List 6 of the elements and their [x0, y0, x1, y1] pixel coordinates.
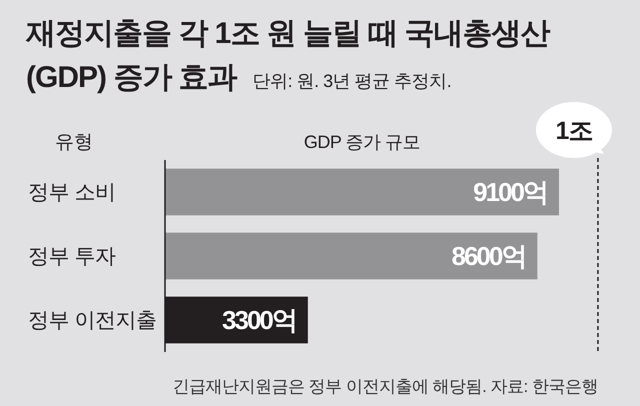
title: (GDP) 증가 효과: [26, 61, 237, 94]
ylabel: 유형: [55, 132, 93, 153]
annotation: 긴급재난지원금은 정부 이전지출에 해당됨. 자료: 한국은행: [172, 377, 598, 396]
xlabel: GDP 증가 규모: [304, 132, 420, 152]
title: 재정지출을 각 1조 원 늘릴 때 국내총생산: [26, 17, 550, 50]
subtitle: 단위: 원. 3년 평균 추정치.: [252, 71, 452, 91]
